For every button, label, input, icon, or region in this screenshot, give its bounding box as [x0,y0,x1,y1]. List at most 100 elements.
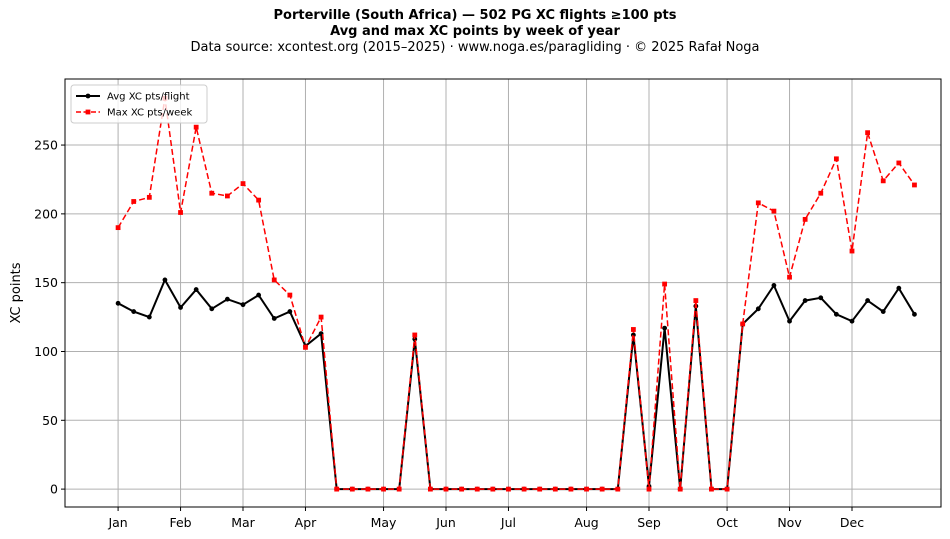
x-axis-ticks: Jan Feb Mar Apr May Jun Jul Aug Sep Oct Nov Dec [107,507,864,530]
data-point-max-xc-pts-week [303,344,308,350]
data-point-max-xc-pts-week [537,486,543,492]
data-point-max-xc-pts-week [287,292,293,298]
data-point-max-xc-pts-week [568,486,574,492]
series-line-max-xc-pts-week [117,98,916,490]
data-point-max-xc-pts-week [740,321,746,327]
data-point-avg-xc-pts-flight [818,295,824,301]
data-point-max-xc-pts-week [787,274,792,280]
data-point-max-xc-pts-week [396,486,402,492]
y-axis-label: XC points [9,262,24,323]
data-point-max-xc-pts-week [521,486,527,492]
data-point-max-xc-pts-week [474,486,480,492]
data-point-max-xc-pts-week [912,182,917,188]
data-point-avg-xc-pts-flight [787,318,792,324]
data-point-max-xc-pts-week [381,486,386,492]
data-point-max-xc-pts-week [224,193,230,199]
x-tick-label: Dec [840,515,864,530]
x-tick-label: Apr [295,515,317,530]
data-point-max-xc-pts-week [849,248,855,254]
data-point-max-xc-pts-week [146,194,152,200]
data-point-max-xc-pts-week [131,199,137,204]
data-point-avg-xc-pts-flight [896,285,902,291]
data-point-max-xc-pts-week [599,486,605,492]
data-point-max-xc-pts-week [490,486,496,492]
data-point-avg-xc-pts-flight [256,292,262,298]
y-tick-label: 100 [34,344,58,359]
legend-label: Avg XC pts/flight [107,92,190,103]
x-tick-label: Nov [777,515,802,530]
data-point-max-xc-pts-week [365,486,371,492]
data-point-avg-xc-pts-flight [240,302,246,308]
data-point-max-xc-pts-week [755,200,761,206]
data-point-max-xc-pts-week [646,486,652,492]
data-point-avg-xc-pts-flight [755,306,761,312]
x-tick-label: Oct [716,515,738,530]
series-layer [115,95,917,492]
data-point-avg-xc-pts-flight [131,309,137,314]
data-point-max-xc-pts-week [662,281,668,287]
data-point-max-xc-pts-week [178,210,183,215]
data-point-max-xc-pts-week [693,298,699,303]
x-tick-label: May [371,515,397,530]
data-point-max-xc-pts-week [427,486,433,492]
data-point-avg-xc-pts-flight [271,316,277,321]
data-point-max-xc-pts-week [459,486,465,492]
chart-subtitle: Avg and max XC points by week of year [330,24,620,39]
data-point-max-xc-pts-week [677,486,683,492]
x-tick-label: Feb [169,515,191,530]
data-point-max-xc-pts-week [193,124,199,130]
y-tick-label: 150 [34,275,58,290]
plot-area [65,79,941,507]
data-point-max-xc-pts-week [349,486,355,492]
data-point-max-xc-pts-week [506,486,511,492]
data-point-max-xc-pts-week [271,277,277,283]
data-point-max-xc-pts-week [709,486,714,492]
data-point-max-xc-pts-week [412,332,418,338]
chart-source: Data source: xcontest.org (2015–2025) · … [190,40,760,55]
y-tick-label: 50 [42,413,58,428]
x-tick-label: Sep [637,515,661,530]
x-tick-label: Jan [107,515,127,530]
data-point-avg-xc-pts-flight [162,277,168,283]
grid [65,79,941,507]
legend-swatch-marker [85,109,91,115]
title-block: Porterville (South Africa) — 502 PG XC f… [0,8,950,56]
data-point-avg-xc-pts-flight [115,300,121,306]
data-point-avg-xc-pts-flight [224,296,230,302]
legend-box [70,84,208,124]
data-point-avg-xc-pts-flight [849,318,855,324]
data-point-avg-xc-pts-flight [209,306,215,312]
data-point-avg-xc-pts-flight [146,314,152,320]
data-point-avg-xc-pts-flight [802,298,808,303]
data-point-max-xc-pts-week [552,486,558,492]
chart-title: Porterville (South Africa) — 502 PG XC f… [273,8,677,23]
data-point-avg-xc-pts-flight [193,287,199,292]
plot-frame [64,78,942,508]
data-point-avg-xc-pts-flight [771,283,777,288]
data-point-max-xc-pts-week [209,190,215,196]
data-point-max-xc-pts-week [771,208,777,214]
data-point-max-xc-pts-week [865,130,871,136]
data-point-max-xc-pts-week [115,225,121,231]
data-point-max-xc-pts-week [318,314,324,320]
data-point-max-xc-pts-week [584,486,589,492]
data-point-max-xc-pts-week [256,197,262,203]
data-point-max-xc-pts-week [896,160,902,166]
legend-swatch-marker [85,93,91,99]
data-point-max-xc-pts-week [630,327,636,332]
x-tick-label: Jul [500,515,516,530]
data-point-max-xc-pts-week [443,486,449,492]
data-point-max-xc-pts-week [615,486,621,492]
data-point-max-xc-pts-week [818,190,824,196]
data-point-avg-xc-pts-flight [833,311,839,317]
x-tick-label: Jun [435,515,456,530]
y-tick-label: 250 [34,138,58,153]
data-point-avg-xc-pts-flight [912,311,917,317]
data-point-max-xc-pts-week [240,181,246,186]
legend-label: Max XC pts/week [107,108,192,119]
data-point-avg-xc-pts-flight [880,309,886,314]
data-point-avg-xc-pts-flight [287,309,293,314]
legend: Avg XC pts/flight Max XC pts/week [70,84,208,124]
data-point-max-xc-pts-week [334,486,340,492]
